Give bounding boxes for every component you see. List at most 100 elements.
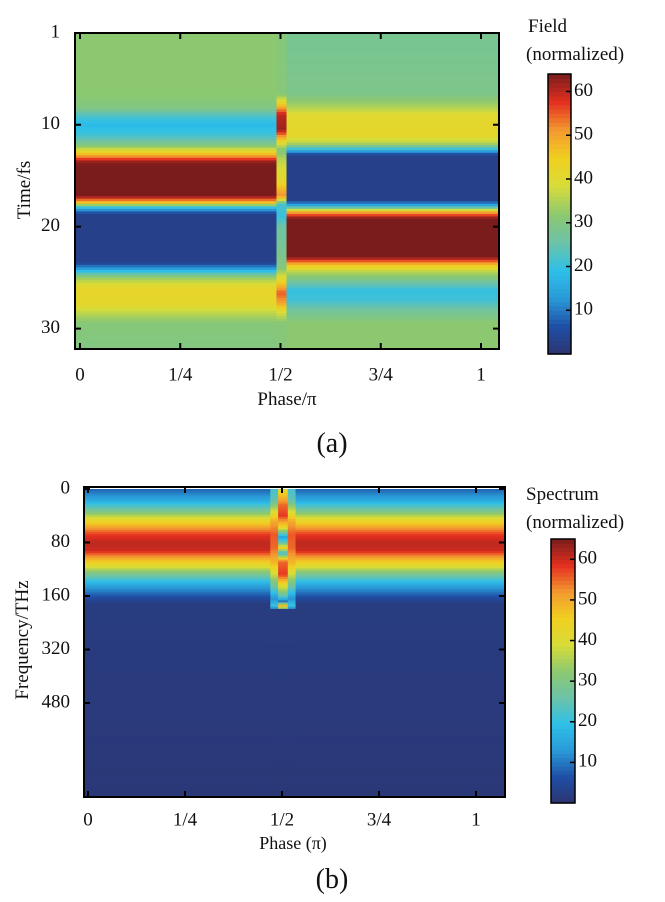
- heatmap-cell: [276, 236, 288, 241]
- heatmap-cell: [286, 96, 499, 100]
- heatmap-cell: [84, 568, 271, 571]
- colorbar-swatch: [548, 91, 571, 97]
- colorbar-swatch: [548, 126, 571, 132]
- heatmap-cell: [276, 239, 288, 243]
- heatmap-cell: [295, 752, 505, 755]
- heatmap-cell: [287, 529, 297, 533]
- heatmap-cell: [295, 621, 505, 625]
- heatmap-cell: [278, 503, 289, 507]
- heatmap-cell: [295, 720, 505, 723]
- heatmap-cell: [278, 788, 289, 792]
- heatmap-cell: [270, 544, 279, 548]
- heatmap-cell: [276, 33, 288, 37]
- heatmap-cell: [287, 606, 297, 610]
- colorbar-swatch: [551, 716, 575, 722]
- heatmap-cell: [278, 643, 289, 646]
- heatmap-cell: [286, 193, 499, 197]
- heatmap-cell: [278, 675, 289, 678]
- colorbar-swatch: [548, 314, 571, 320]
- colorbar-tick-label: 20: [578, 710, 597, 731]
- heatmap-cell: [75, 76, 278, 80]
- colorbar-swatch: [551, 539, 575, 544]
- heatmap-cell: [278, 780, 289, 783]
- heatmap-cell: [287, 664, 297, 668]
- heatmap-cell: [278, 591, 289, 595]
- heatmap-cell: [295, 596, 505, 599]
- heatmap-cell: [75, 160, 278, 164]
- heatmap-cell: [278, 533, 289, 537]
- heatmap-cell: [295, 658, 505, 661]
- heatmap-cell: [84, 536, 271, 539]
- heatmap-cell: [278, 630, 289, 633]
- heatmap-cell: [276, 219, 288, 223]
- heatmap-cell: [84, 596, 271, 599]
- heatmap-cell: [295, 628, 505, 631]
- heatmap-cell: [295, 630, 505, 633]
- heatmap-cell: [287, 585, 297, 589]
- colorbar-swatch: [548, 148, 571, 154]
- heatmap-cell: [278, 732, 289, 736]
- heatmap-cell: [276, 112, 288, 116]
- heatmap-cell: [84, 619, 271, 623]
- heatmap-cell: [270, 696, 279, 700]
- heatmap-cell: [75, 282, 278, 286]
- heatmap-cell: [286, 338, 499, 342]
- heatmap-cell: [270, 589, 279, 593]
- heatmap-cell: [278, 557, 289, 561]
- heatmap-cell: [75, 155, 278, 159]
- heatmap-cell: [286, 112, 499, 116]
- heatmap-cell: [286, 53, 499, 57]
- heatmap-cell: [286, 231, 499, 235]
- heatmap-cell: [278, 777, 289, 781]
- heatmap-cell: [276, 213, 288, 218]
- heatmap-cell: [270, 557, 279, 561]
- heatmap-cell: [270, 685, 279, 689]
- colorbar-swatch: [548, 218, 571, 224]
- heatmap-cell: [75, 264, 278, 269]
- heatmap-cell: [278, 587, 289, 591]
- heatmap-cell: [286, 203, 499, 207]
- heatmap-cell: [295, 670, 505, 674]
- colorbar-swatch: [548, 209, 571, 215]
- heatmap-cell: [295, 743, 505, 747]
- heatmap-cell: [295, 606, 505, 610]
- heatmap-cell: [270, 602, 279, 606]
- heatmap-cell: [276, 343, 288, 348]
- heatmap-cell: [84, 581, 271, 584]
- heatmap-cell: [75, 270, 278, 274]
- heatmap-cell: [270, 683, 279, 687]
- heatmap-cell: [287, 673, 297, 676]
- heatmap-cell: [295, 694, 505, 698]
- heatmap-cell: [278, 576, 289, 580]
- heatmap-cell: [84, 790, 271, 794]
- heatmap-cell: [276, 292, 288, 297]
- heatmap-cell: [276, 224, 288, 228]
- heatmap-cell: [287, 587, 297, 591]
- heatmap-cell: [75, 137, 278, 141]
- heatmap-cell: [295, 638, 505, 642]
- heatmap-cell: [286, 76, 499, 80]
- colorbar-swatch: [548, 292, 571, 298]
- heatmap-cell: [278, 750, 289, 753]
- heatmap-cell: [286, 191, 499, 195]
- heatmap-cell: [276, 183, 288, 187]
- heatmap-cell: [278, 784, 289, 788]
- heatmap-cell: [75, 298, 278, 302]
- heatmap-cell: [286, 61, 499, 65]
- heatmap-cell: [270, 628, 279, 631]
- heatmap-cell: [287, 653, 297, 657]
- heatmap-cell: [295, 675, 505, 678]
- heatmap-cell: [278, 747, 289, 751]
- heatmap-cell: [295, 636, 505, 640]
- heatmap-b-cells: [84, 489, 505, 797]
- heatmap-cell: [287, 581, 297, 584]
- heatmap-cell: [270, 570, 279, 574]
- heatmap-cell: [278, 596, 289, 599]
- heatmap-cell: [270, 754, 279, 758]
- heatmap-cell: [278, 739, 289, 743]
- heatmap-cell: [270, 521, 279, 524]
- colorbar-swatch: [551, 596, 575, 602]
- heatmap-cell: [278, 608, 289, 612]
- heatmap-cell: [84, 570, 271, 574]
- heatmap-cell: [75, 208, 278, 212]
